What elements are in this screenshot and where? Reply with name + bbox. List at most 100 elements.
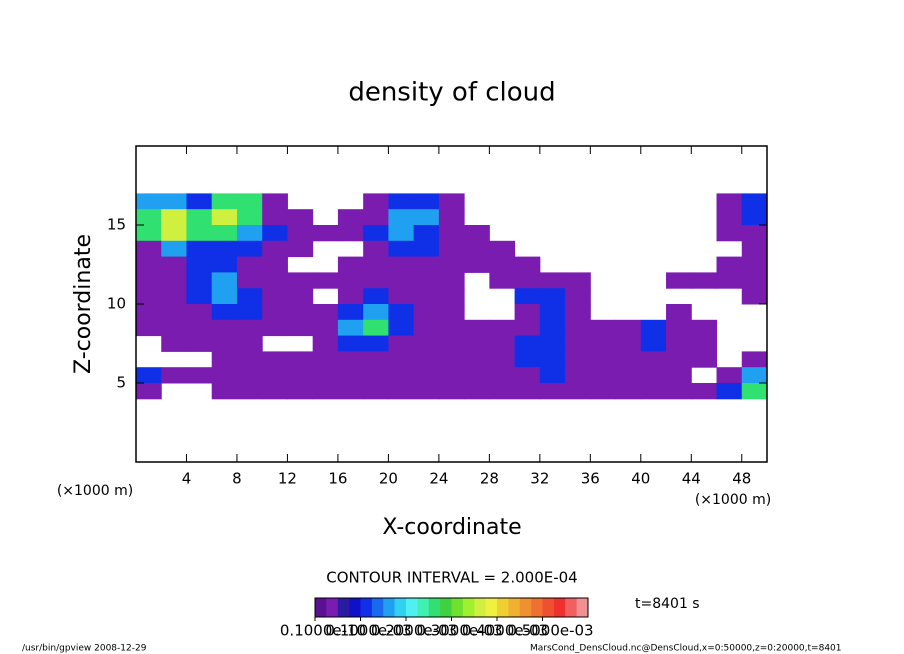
contour-cell	[186, 209, 213, 226]
contour-cell	[590, 319, 617, 337]
contour-cell	[666, 335, 692, 352]
contour-cell	[312, 225, 339, 242]
contour-cell	[363, 240, 389, 258]
contour-cell	[413, 288, 440, 305]
contour-cell	[716, 272, 743, 289]
contour-cell	[565, 367, 591, 384]
contour-cell	[337, 209, 364, 226]
y-tick-label: 15	[107, 216, 126, 234]
x-tick-label: 12	[278, 470, 297, 488]
contour-cell	[186, 367, 213, 384]
y-tick-label: 5	[116, 374, 126, 392]
contour-cell	[388, 193, 415, 210]
contour-cell	[363, 193, 389, 210]
contour-cell	[640, 319, 667, 337]
colorbar-cell	[315, 598, 327, 617]
colorbar-cell	[519, 598, 532, 617]
contour-cell	[363, 351, 389, 368]
contour-cell	[287, 351, 314, 368]
contour-cell	[666, 351, 692, 368]
contour-cell	[489, 240, 516, 258]
contour-cell	[287, 383, 314, 400]
contour-cell	[565, 383, 591, 400]
colorbar-cell	[417, 598, 430, 617]
colorbar-cell	[360, 598, 373, 617]
contour-cell	[413, 272, 440, 289]
contour-cell	[514, 319, 541, 337]
contour-cell	[262, 288, 288, 305]
colorbar-cell	[508, 598, 521, 617]
contour-cell	[262, 304, 288, 321]
contour-cell	[363, 209, 389, 226]
contour-cell	[741, 383, 768, 400]
contour-cell	[211, 351, 238, 368]
footer-left: /usr/bin/gpview 2008-12-29	[22, 644, 147, 654]
contour-cell	[262, 383, 288, 400]
contour-cell	[741, 288, 768, 305]
contour-cell	[539, 335, 566, 352]
colorbar-tick-label: 0.2000e-03	[371, 622, 457, 640]
contour-cell	[539, 288, 566, 305]
contour-cell	[413, 335, 440, 352]
contour-cell	[262, 240, 288, 258]
contour-cell	[388, 304, 415, 321]
contour-cell	[337, 225, 364, 242]
contour-cell	[464, 335, 490, 352]
contour-cell	[363, 272, 389, 289]
contour-cell	[236, 240, 263, 258]
contour-cell	[236, 304, 263, 321]
contour-cell	[716, 209, 743, 226]
contour-cell	[438, 304, 465, 321]
contour-cell	[438, 225, 465, 242]
contour-cell	[539, 272, 566, 289]
contour-cell	[438, 335, 465, 352]
contour-cell	[363, 383, 389, 400]
contour-cell	[236, 225, 263, 242]
contour-cell	[413, 225, 440, 242]
contour-cell	[615, 367, 642, 384]
contour-cell	[161, 367, 187, 384]
contour-cell	[186, 193, 213, 210]
x-tick-label: 44	[682, 470, 701, 488]
contour-cell	[287, 225, 314, 242]
contour-cell	[438, 240, 465, 258]
colorbar-cell	[485, 598, 498, 617]
x-tick-label: 20	[379, 470, 398, 488]
contour-cell	[136, 367, 162, 384]
contour-cell	[388, 209, 415, 226]
contour-cell	[438, 367, 465, 384]
x-tick-label: 40	[631, 470, 650, 488]
contour-cell	[413, 209, 440, 226]
contour-cell	[438, 272, 465, 289]
contour-cell	[136, 240, 162, 258]
colorbar-cell	[406, 598, 418, 617]
contour-cell	[489, 272, 516, 289]
contour-cell	[741, 367, 768, 384]
contour-cell	[363, 367, 389, 384]
contour-cell	[236, 367, 263, 384]
contour-cell	[489, 319, 516, 337]
contour-cell	[464, 383, 490, 400]
colorbar-cell	[497, 598, 509, 617]
contour-cell	[211, 272, 238, 289]
contour-cell	[161, 319, 187, 337]
contour-cell	[262, 256, 288, 273]
contour-cell	[161, 304, 187, 321]
contour-cell	[363, 335, 389, 352]
contour-cell	[539, 351, 566, 368]
contour-cell	[464, 256, 490, 273]
colorbar-cell	[576, 598, 589, 617]
contour-cell	[539, 319, 566, 337]
contour-cell	[262, 319, 288, 337]
contour-cell	[312, 319, 339, 337]
contour-cell	[262, 367, 288, 384]
x-tick-label: 32	[530, 470, 549, 488]
contour-cell	[337, 304, 364, 321]
x-tick-label: 24	[429, 470, 448, 488]
colorbar-tick-label: 0.1000e-10	[280, 622, 366, 640]
contour-cell	[464, 240, 490, 258]
contour-cell	[666, 304, 692, 321]
x-unit: (×1000 m)	[695, 492, 771, 508]
contour-cell	[741, 225, 768, 242]
contour-cell	[413, 240, 440, 258]
